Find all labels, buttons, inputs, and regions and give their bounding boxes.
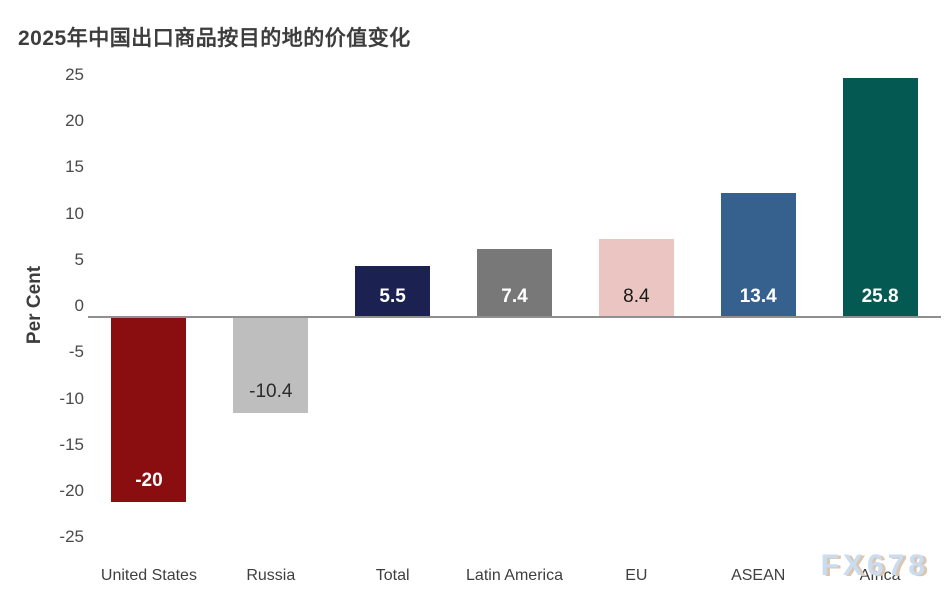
bar-united-states (111, 317, 187, 502)
bar-value-label: 8.4 (623, 286, 650, 307)
x-category-label: United States (100, 567, 197, 584)
watermark-logo: FX678 (820, 549, 929, 582)
y-tick-label: 0 (74, 296, 84, 315)
y-tick-label: 10 (65, 203, 84, 223)
x-category-label: Russia (246, 567, 296, 584)
bar-value-label: -10.4 (249, 381, 293, 403)
y-tick-label: -25 (59, 527, 84, 547)
bar-africa (842, 78, 918, 317)
bar-value-label: 5.5 (379, 286, 406, 307)
x-category-label: EU (625, 567, 648, 584)
bar-value-label: 13.4 (739, 286, 777, 307)
y-tick-label: -5 (68, 342, 84, 362)
y-tick-label: 5 (74, 249, 84, 269)
x-category-label: Total (375, 567, 410, 584)
y-tick-label: -15 (59, 434, 84, 454)
bar-russia (233, 317, 309, 414)
x-category-label: Latin America (466, 567, 563, 584)
x-category-label: Africa (859, 567, 901, 584)
y-tick-label: -20 (59, 481, 84, 500)
x-category-label: ASEAN (731, 567, 786, 584)
bar-value-label: 7.4 (501, 286, 528, 307)
y-tick-label: 15 (65, 157, 84, 177)
chart-title: 2025年中国出口商品按目的地的价值变化 (18, 27, 411, 50)
bar-value-label: -20 (135, 470, 163, 491)
bar-value-label: 25.8 (861, 286, 899, 307)
bar-total (355, 266, 431, 317)
y-tick-label: 20 (65, 111, 84, 130)
bar-asean (720, 193, 796, 317)
y-tick-label: -10 (59, 388, 84, 408)
bar-eu (598, 239, 674, 317)
bar-latin-america (477, 248, 552, 317)
y-tick-label: 25 (65, 64, 84, 84)
zero-baseline (88, 316, 941, 318)
